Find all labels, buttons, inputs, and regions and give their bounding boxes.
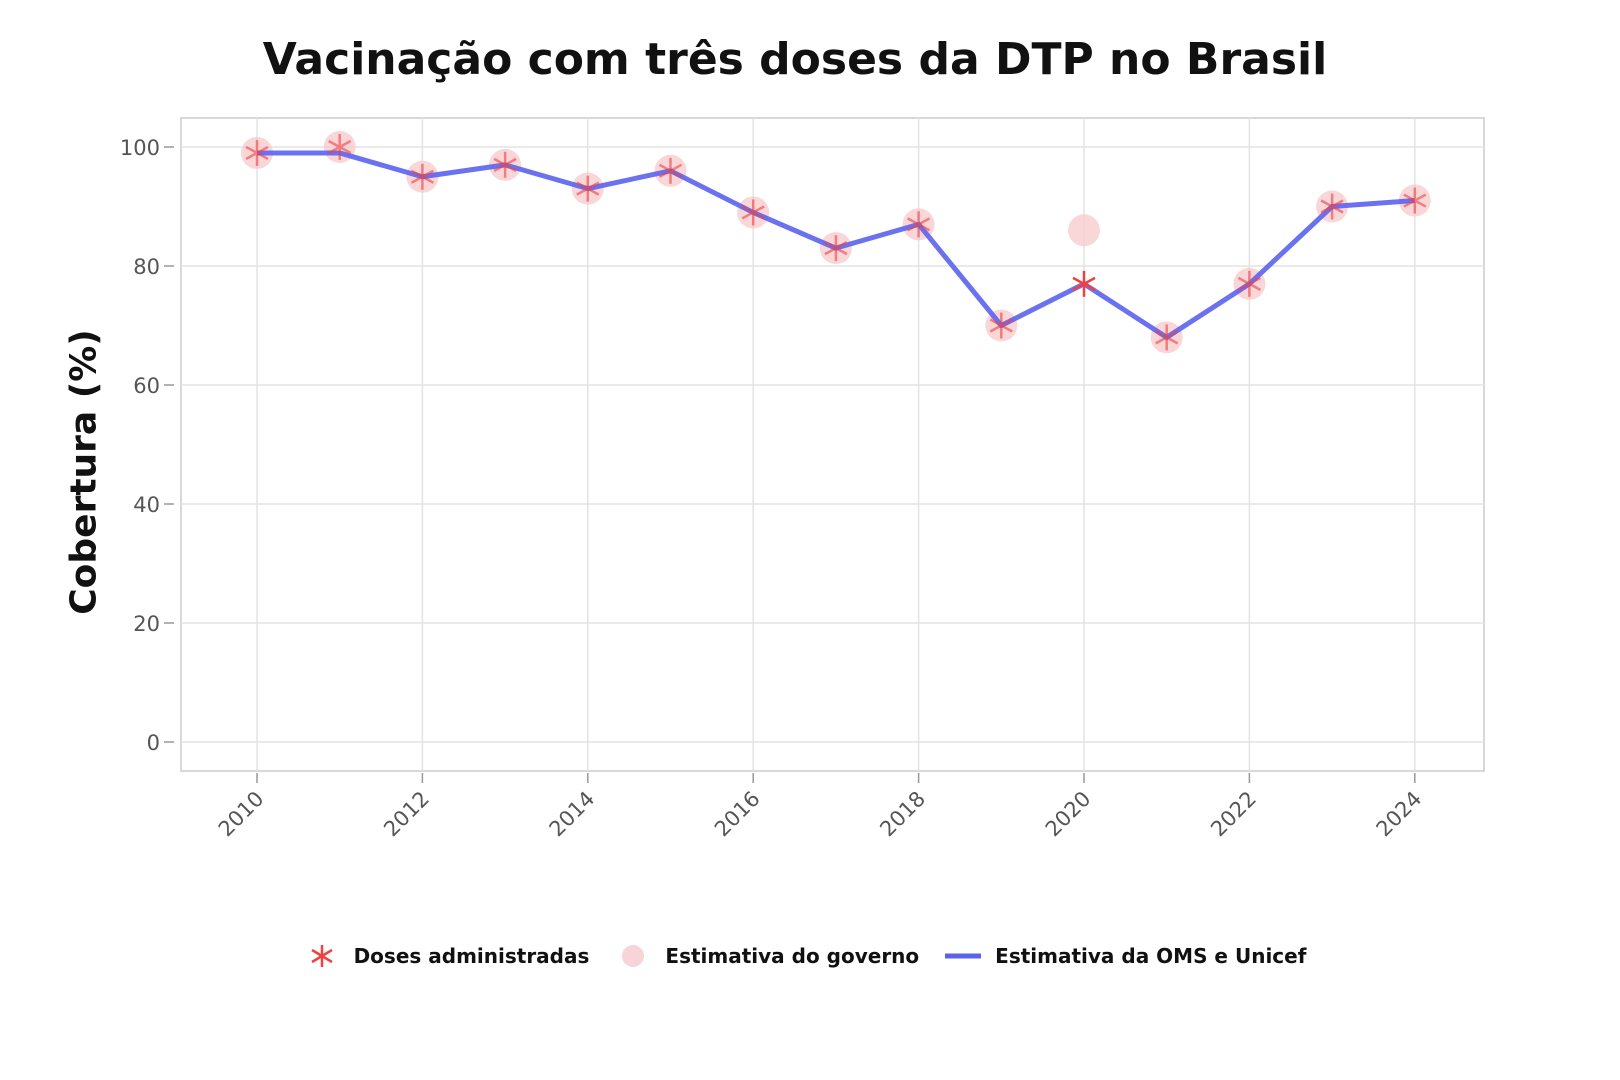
- doses-point: [1403, 187, 1427, 214]
- doses-point: [1155, 324, 1179, 351]
- asterisk-stroke: [989, 318, 1013, 333]
- doses-point: [1320, 193, 1344, 220]
- y-tick-label: 100: [120, 136, 160, 160]
- asterisk-stroke: [824, 241, 848, 256]
- doses-point: [245, 139, 269, 166]
- asterisk-stroke: [1403, 193, 1427, 208]
- doses-point: [493, 151, 517, 178]
- asterisk-stroke: [493, 157, 517, 172]
- asterisk-stroke: [741, 205, 765, 220]
- asterisk-stroke: [328, 139, 352, 155]
- asterisk-stroke: [1072, 276, 1096, 291]
- x-tick-label: 2012: [379, 787, 434, 842]
- x-tick-label: 2014: [545, 787, 600, 842]
- doses-point: [328, 134, 352, 160]
- legend-item-doses[interactable]: Doses administradas: [304, 944, 590, 968]
- plot-area: [180, 117, 1485, 772]
- y-tick-label: 40: [133, 493, 160, 517]
- doses-point: [824, 235, 848, 262]
- x-tick-label: 2022: [1206, 787, 1261, 842]
- doses-point: [658, 157, 683, 184]
- circle-icon: [615, 944, 651, 968]
- legend: Doses administradas Estimativa do govern…: [0, 944, 1620, 968]
- x-tick-label: 2018: [875, 787, 930, 842]
- doses-point: [1072, 270, 1096, 297]
- doses-point: [741, 199, 765, 226]
- governo-point: [1068, 214, 1100, 247]
- chart-title: Vacinação com três doses da DTP no Brasi…: [262, 34, 1328, 85]
- x-tick-label: 2010: [214, 787, 269, 842]
- asterisk-stroke: [1237, 276, 1261, 291]
- y-tick-label: 60: [133, 374, 160, 398]
- legend-label-oms: Estimativa da OMS e Unicef: [995, 944, 1307, 968]
- asterisk-icon: [304, 944, 340, 968]
- y-tick-label: 80: [133, 255, 160, 279]
- doses-point: [907, 211, 931, 238]
- x-tick-label: 2020: [1041, 787, 1096, 842]
- asterisk-stroke: [907, 217, 931, 232]
- x-tick-label: 2024: [1372, 787, 1427, 842]
- legend-item-governo[interactable]: Estimativa do governo: [615, 944, 919, 968]
- doses-point: [1237, 270, 1261, 297]
- asterisk-stroke: [245, 145, 269, 161]
- legend-item-oms[interactable]: Estimativa da OMS e Unicef: [945, 944, 1306, 968]
- legend-label-doses: Doses administradas: [353, 944, 590, 968]
- line-icon: [945, 944, 982, 968]
- asterisk-stroke: [576, 181, 600, 196]
- doses-point: [576, 175, 600, 202]
- asterisk-stroke: [410, 169, 434, 184]
- asterisk-stroke: [1155, 330, 1179, 345]
- asterisk-stroke: [1320, 199, 1344, 214]
- asterisk-stroke: [658, 163, 683, 178]
- y-tick-label: 20: [133, 612, 160, 636]
- doses-point: [989, 312, 1013, 339]
- doses-point: [410, 163, 434, 190]
- x-tick-label: 2016: [710, 787, 765, 842]
- legend-label-governo: Estimativa do governo: [665, 944, 920, 968]
- y-tick-label: 0: [147, 731, 160, 755]
